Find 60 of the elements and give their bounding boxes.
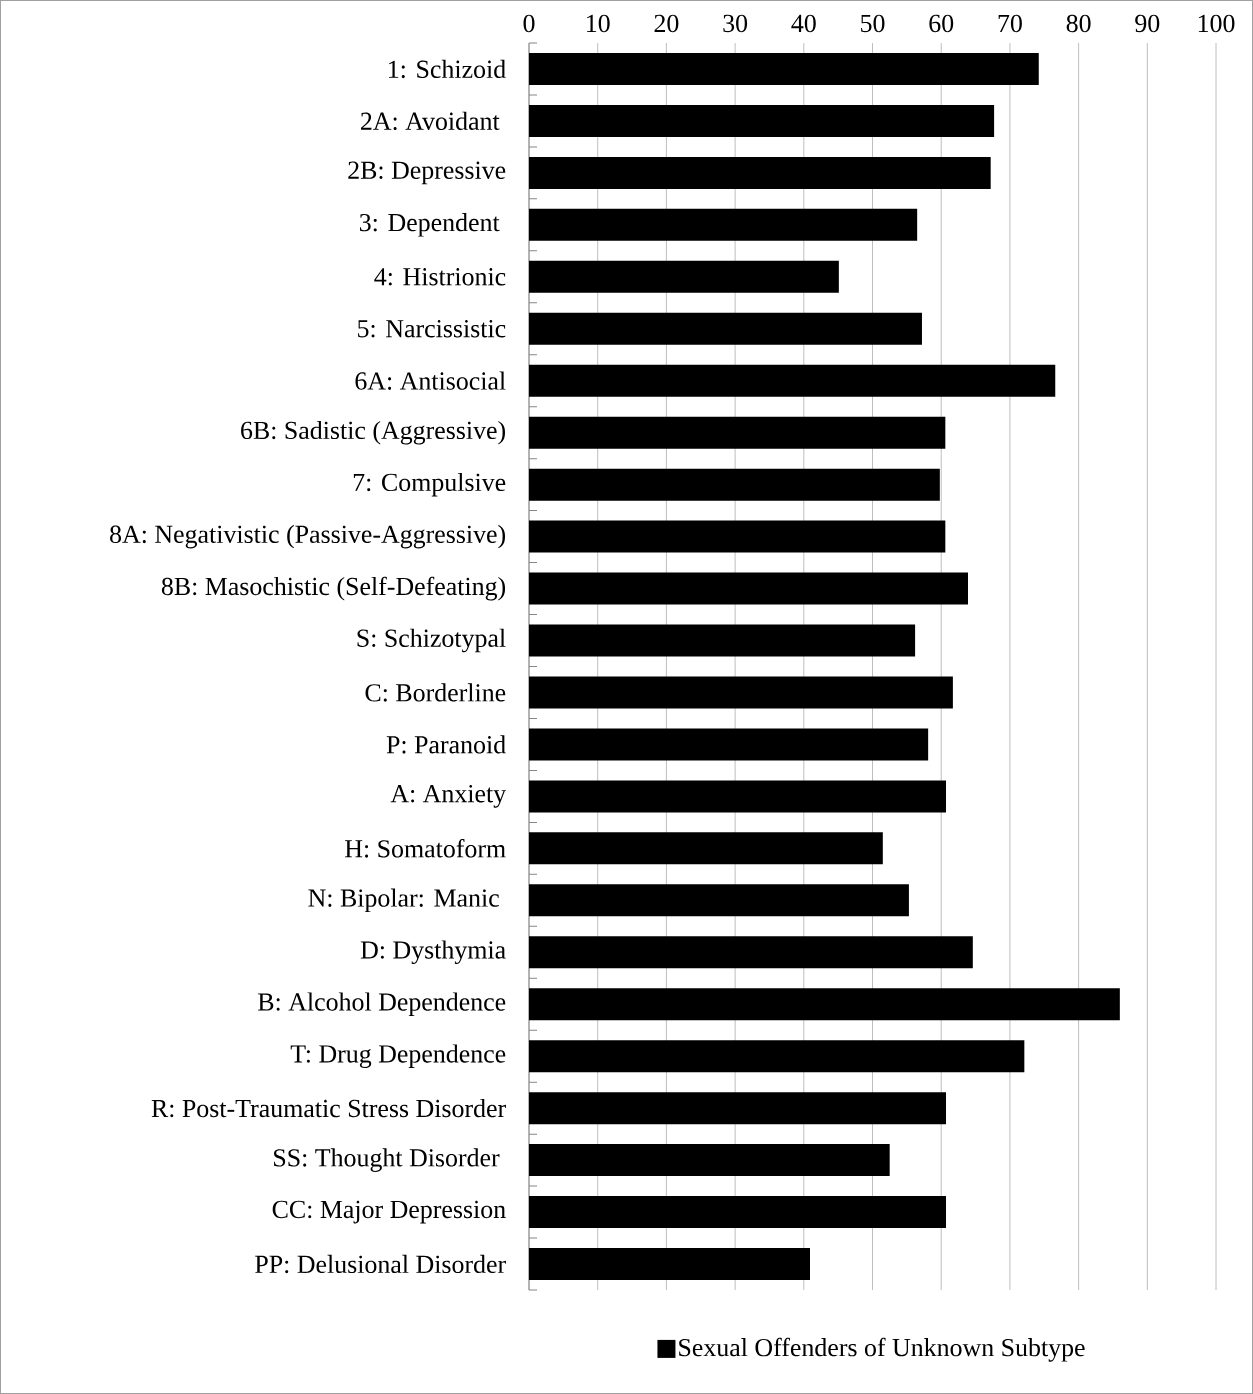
y-tick-label: 6B: Sadistic (Aggressive) xyxy=(241,420,506,445)
y-tick-label: 1: Schizoid xyxy=(389,59,506,79)
y-tick-label: B: Alcohol Dependence xyxy=(258,992,506,1016)
y-tick-label: P: Paranoid xyxy=(386,735,506,754)
y-tick-label: 2A: Avoidant xyxy=(361,111,500,131)
y-tick-label: PP: Delusional Disorder xyxy=(255,1254,506,1274)
y-tick-label: R: Post-Traumatic Stress Disorder xyxy=(151,1098,506,1118)
y-tick-label: T: Drug Dependence xyxy=(290,1044,506,1068)
bar xyxy=(529,1040,1025,1073)
y-tick-label: 2B: Depressive xyxy=(348,161,506,185)
x-tick-label: 90 xyxy=(1135,14,1160,33)
y-tick-label: H: Somatoform xyxy=(345,839,506,858)
y-tick-label: 8B: Masochistic (Self-Defeating) xyxy=(161,576,506,601)
y-tick-label: D: Dysthymia xyxy=(360,940,506,965)
x-tick-label: 10 xyxy=(587,14,610,33)
bar xyxy=(529,988,1120,1021)
x-tick-label: 40 xyxy=(791,14,816,33)
bar xyxy=(529,312,922,345)
x-tick-label: 80 xyxy=(1066,14,1091,33)
bar xyxy=(529,156,991,189)
y-tick-label: S: Schizotypal xyxy=(357,628,506,653)
x-tick-label: 100 xyxy=(1198,14,1235,33)
y-tick-label: CC: Major Depression xyxy=(272,1200,506,1224)
bar xyxy=(529,468,940,501)
y-tick-label: N: Bipolar: Manic xyxy=(308,888,499,913)
bar xyxy=(529,676,953,709)
x-tick-label: 0 xyxy=(523,14,535,33)
y-tick-label: 8A: Negativistic (Passive-Aggressive) xyxy=(110,524,506,549)
x-tick-label: 30 xyxy=(723,14,748,33)
x-tick-label: 20 xyxy=(654,14,679,33)
bar xyxy=(529,572,969,605)
bar xyxy=(529,780,947,813)
bar xyxy=(529,728,929,761)
bar xyxy=(529,936,973,969)
bar xyxy=(529,1144,890,1177)
x-tick-label: 50 xyxy=(861,14,885,33)
bar xyxy=(529,1248,810,1281)
legend-label: Sexual Offenders of Unknown Subtype xyxy=(679,1337,1085,1362)
y-tick-label: 3: Dependent xyxy=(359,213,500,237)
y-tick-label: A: Anxiety xyxy=(390,785,507,808)
bar xyxy=(529,884,909,917)
y-tick-label: 7: Compulsive xyxy=(353,472,506,497)
bar xyxy=(529,364,1056,397)
bar xyxy=(529,260,839,293)
bar xyxy=(529,208,918,241)
y-tick-label: 5: Narcissistic xyxy=(358,320,506,338)
y-tick-label: C: Borderline xyxy=(365,683,506,702)
bar xyxy=(529,520,946,553)
y-tick-label: SS: Thought Disorder xyxy=(274,1148,500,1172)
x-tick-label: 70 xyxy=(998,14,1022,33)
bar xyxy=(529,104,995,137)
bar xyxy=(529,52,1039,85)
bar xyxy=(529,416,946,449)
bar xyxy=(529,624,916,657)
y-tick-label: 6A: Antisocial xyxy=(355,371,506,390)
bar xyxy=(529,1092,947,1125)
bar xyxy=(529,1196,947,1229)
bar xyxy=(529,832,883,865)
y-tick-label: 4: Histrionic xyxy=(374,268,506,286)
x-tick-label: 60 xyxy=(929,14,954,33)
